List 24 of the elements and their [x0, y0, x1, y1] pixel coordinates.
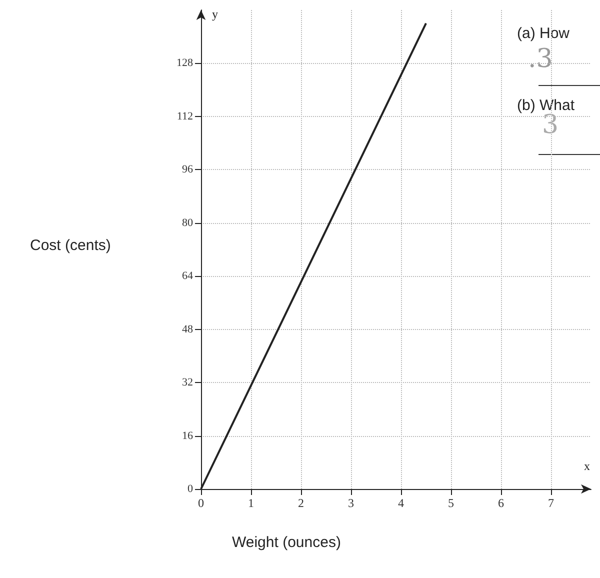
- y-tick-label: 48: [182, 323, 194, 336]
- x-tick-label: 6: [498, 496, 504, 510]
- y-axis-title: Cost (cents): [30, 237, 111, 254]
- annotation: (a) How: [517, 25, 570, 42]
- annotation: x: [584, 459, 590, 473]
- x-tick-label: 2: [298, 496, 304, 510]
- y-tick-label: 16: [182, 430, 194, 442]
- x-tick-label: 4: [398, 496, 404, 510]
- annotation: .3: [528, 44, 553, 74]
- y-tick-label: 80: [182, 216, 194, 229]
- y-tick-label: 96: [182, 164, 194, 176]
- x-axis-title: Weight (ounces): [232, 534, 341, 551]
- annotation: y: [212, 7, 218, 21]
- y-tick-label: 128: [176, 57, 194, 70]
- x-tick-label: 0: [198, 496, 204, 510]
- x-tick-label: 5: [448, 496, 454, 510]
- y-tick-label: 0: [188, 483, 194, 495]
- y-tick-label: 112: [176, 110, 193, 122]
- y-tick-label: 64: [182, 270, 194, 282]
- y-tick-label: 32: [182, 376, 193, 389]
- x-tick-label: 7: [548, 496, 554, 510]
- x-tick-label: 3: [348, 496, 354, 510]
- annotation: (b) What: [517, 97, 576, 114]
- x-tick-label: 1: [248, 496, 254, 510]
